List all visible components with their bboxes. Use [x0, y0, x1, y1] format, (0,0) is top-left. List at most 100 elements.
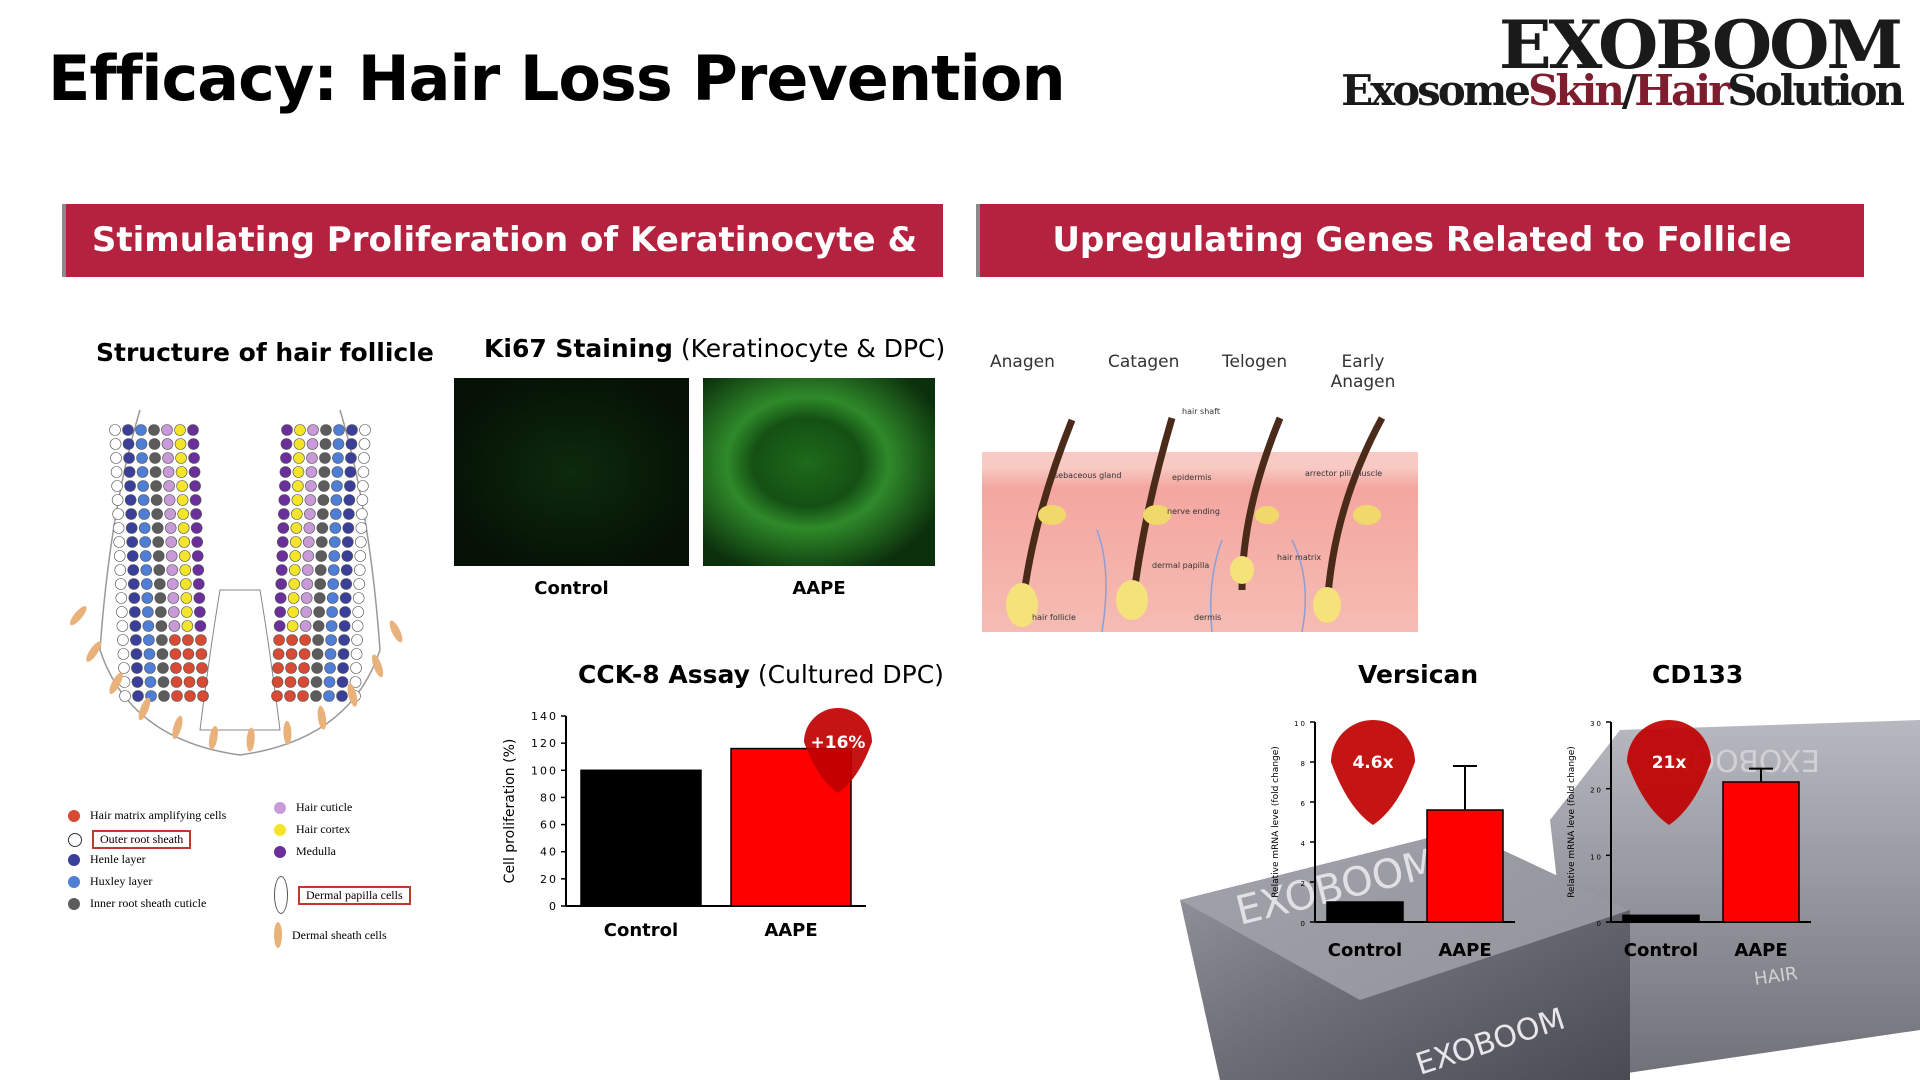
follicle-cell: [189, 494, 202, 506]
follicle-cell: [131, 676, 144, 688]
follicle-cell: [293, 438, 306, 450]
follicle-cell: [166, 564, 179, 576]
follicle-cell: [117, 634, 129, 646]
legend-label: Dermal papilla cells: [298, 885, 411, 905]
legend-swatch: [68, 809, 80, 822]
hair-bulb: [1006, 583, 1038, 627]
dermal-sheath-cell: [109, 672, 123, 694]
follicle-cell: [306, 438, 319, 450]
follicle-cell: [357, 480, 369, 492]
follicle-cell: [130, 648, 143, 660]
brand-logo: EXOBOOM: [1498, 6, 1903, 84]
follicle-cell: [156, 634, 168, 646]
follicle-cell: [109, 424, 121, 436]
follicle-cell: [297, 690, 309, 702]
follicle-cell: [340, 564, 353, 576]
follicle-cell: [174, 424, 186, 436]
follicle-cell: [178, 536, 191, 548]
follicle-cell: [111, 494, 124, 506]
follicle-cell: [136, 452, 148, 464]
follicle-cell: [287, 606, 299, 618]
follicle-cell: [325, 620, 338, 632]
cycle-stage-label: Early Anagen: [1330, 352, 1396, 392]
follicle-cell: [177, 508, 189, 520]
hair-bulb: [1230, 556, 1254, 584]
follicle-cell: [148, 438, 161, 450]
follicle-cell: [313, 592, 326, 604]
y-tick-label: 100: [531, 764, 558, 777]
follicle-cell: [305, 480, 317, 492]
follicle-cell: [179, 578, 192, 590]
follicle-cell: [128, 592, 141, 604]
follicle-cell: [286, 620, 299, 632]
follicle-cell: [287, 592, 300, 604]
follicle-cell: [279, 480, 291, 492]
follicle-cell: [315, 536, 328, 548]
category-label: Control: [604, 920, 678, 941]
follicle-cell: [174, 438, 187, 450]
follicle-cell: [273, 634, 285, 646]
follicle-cell: [162, 466, 175, 478]
follicle-cell: [127, 564, 140, 576]
follicle-cell: [332, 438, 345, 450]
follicle-cell: [274, 592, 287, 604]
follicle-cell: [155, 606, 167, 618]
right-section-banner: Upregulating Genes Related to Follicle F…: [976, 204, 1864, 333]
follicle-cell: [110, 452, 122, 464]
legend-label: Outer root sheath: [92, 830, 192, 849]
follicle-cell: [301, 564, 314, 576]
follicle-cell: [338, 620, 351, 632]
legend-label: Inner root sheath cuticle: [90, 896, 207, 910]
follicle-cell: [184, 690, 196, 702]
follicle-cell: [351, 634, 363, 646]
follicle-cell: [112, 508, 124, 520]
cck8-chart: 0 20 40 60 80 100 120 140 Cell proliferation (%)…: [502, 708, 872, 941]
category-label: Control: [1624, 940, 1698, 960]
follicle-cell: [123, 466, 136, 478]
follicle-cell: [327, 564, 340, 576]
follicle-cell: [132, 690, 144, 702]
follicle-cell: [141, 592, 154, 604]
follicle-cell: [157, 662, 169, 674]
follicle-cell: [117, 648, 130, 660]
follicle-cell: [289, 550, 302, 562]
cd133-title: CD133: [1652, 660, 1744, 689]
follicle-cell: [312, 620, 325, 632]
annotation: hair matrix: [1277, 553, 1321, 562]
follicle-cell: [129, 620, 142, 632]
follicle-cell: [139, 536, 152, 548]
follicle-cell: [131, 662, 143, 674]
follicle-cell: [157, 676, 170, 688]
follicle-cell: [318, 480, 330, 492]
dermal-sheath-cell: [317, 705, 327, 730]
annotation-label: +16%: [811, 733, 866, 753]
follicle-cell: [130, 634, 142, 646]
follicle-cell: [114, 578, 127, 590]
follicle-cell: [124, 494, 137, 506]
tagline-part: Skin: [1527, 66, 1625, 115]
follicle-cell: [339, 592, 352, 604]
brand-tagline: ExosomeSkin/HairSolution: [1341, 66, 1905, 115]
dermal-sheath-cell: [246, 727, 255, 752]
y-tick-label: 10: [1294, 720, 1307, 728]
cck8-title-light: (Cultured DPC): [749, 660, 944, 689]
follicle-cell: [143, 648, 156, 660]
follicle-cell: [356, 508, 368, 520]
follicle-cell: [122, 424, 134, 436]
annotation: arrector pili muscle: [1305, 469, 1382, 478]
follicle-cell: [171, 690, 183, 702]
follicle-cell: [316, 522, 329, 534]
follicle-cell: [353, 564, 366, 576]
legend-swatch: [68, 832, 82, 847]
legend-swatch: [274, 922, 282, 948]
dermal-sheath-cell: [138, 697, 151, 721]
follicle-cell: [139, 550, 152, 562]
follicle-cell: [291, 508, 303, 520]
ki67-aape-label: AAPE: [792, 578, 846, 599]
follicle-cell: [332, 452, 344, 464]
follicle-cell: [271, 690, 283, 702]
follicle-cell: [344, 480, 356, 492]
follicle-cell: [178, 550, 191, 562]
hair-bulb: [1313, 587, 1341, 623]
dermal-sheath-cell: [208, 725, 218, 750]
